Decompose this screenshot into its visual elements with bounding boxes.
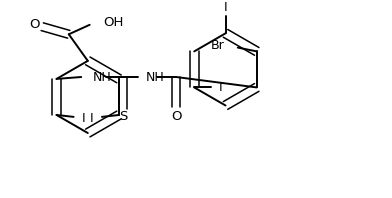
Text: I: I (82, 112, 86, 125)
Text: O: O (29, 18, 40, 31)
Text: NH: NH (146, 70, 165, 84)
Text: OH: OH (103, 16, 123, 29)
Text: Br: Br (211, 39, 225, 52)
Text: NH: NH (93, 70, 111, 84)
Text: I: I (219, 81, 223, 94)
Text: S: S (119, 110, 127, 123)
Text: O: O (171, 110, 181, 123)
Text: I: I (90, 112, 93, 125)
Text: I: I (224, 1, 227, 14)
